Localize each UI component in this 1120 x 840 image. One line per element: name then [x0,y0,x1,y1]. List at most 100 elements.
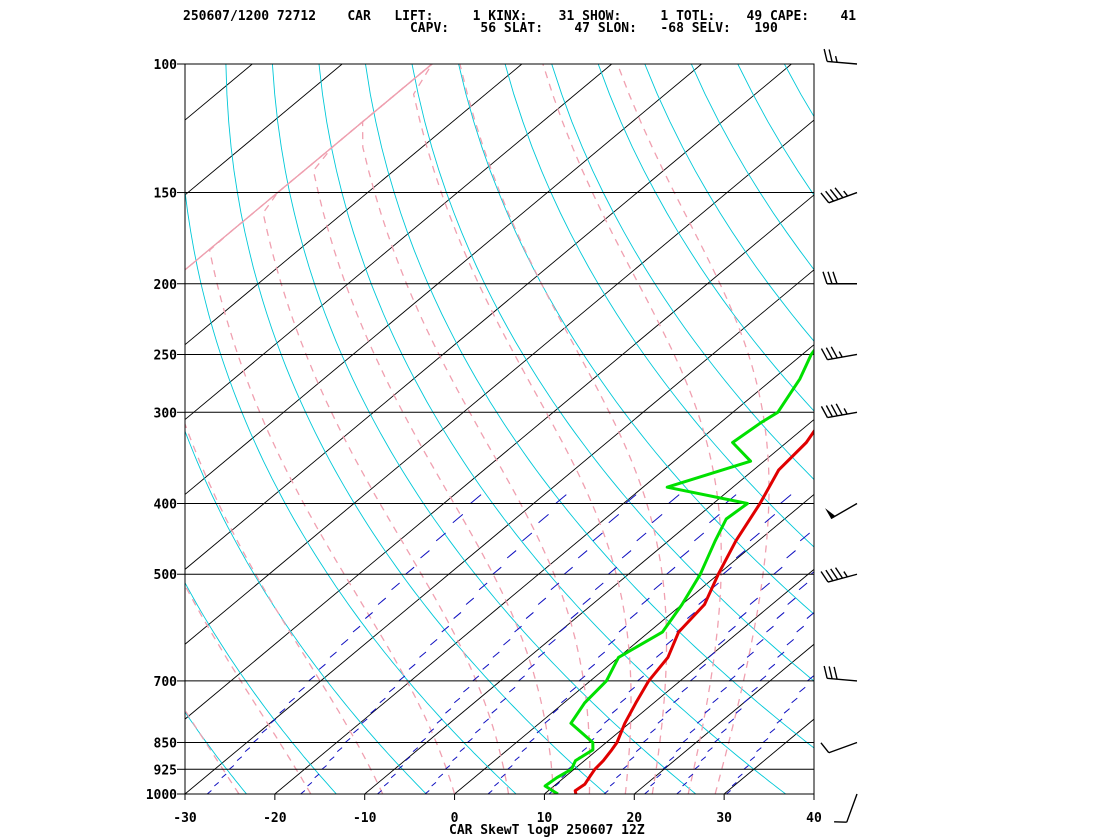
wind-barb-flag [832,271,838,284]
isotherm-line [723,718,814,794]
mixing-ratio-dash [843,626,850,632]
mixing-ratio-dash [618,625,627,633]
wind-barb-half-flag [838,351,843,358]
wind-barb-flag [825,347,833,360]
mixing-ratio-dash [353,728,359,734]
mixing-ratio-dash [329,651,337,658]
mixing-ratio-dash [637,675,644,682]
y-tick-label: 150 [154,187,178,202]
wind-barb [823,48,858,65]
moist-adiabat-line [312,64,555,794]
mixing-ratio-dash [390,773,396,779]
mixing-ratio-dash [768,663,776,670]
mixing-ratio-dash [398,675,406,682]
mixing-ratio-dash [478,582,488,591]
mixing-ratio-dash [522,532,533,542]
mixing-ratio-dash [720,686,727,693]
mixing-ratio-dash [625,494,637,504]
isotherm-line [813,793,814,794]
mixing-ratio-dash [694,532,705,542]
wind-barb-flag [827,271,833,284]
dry-adiabat-line [784,64,814,118]
dry-adiabat-line [0,64,67,794]
isotherm-line [0,64,73,794]
isotherm-line [185,194,814,720]
wind-barb-staff [828,741,858,754]
wind-barb [825,502,858,520]
mixing-ratio-dash [743,765,749,770]
mixing-ratio-dash [628,686,635,693]
mixing-ratio-dash [699,663,706,670]
moist-adiabat-line [616,64,770,794]
mixing-ratio-dash [459,747,466,753]
mixing-ratio-dash [675,747,682,753]
mixing-ratio-dash [548,638,556,646]
wind-barb-flag [825,569,834,582]
wind-barb [822,271,857,285]
mixing-ratio-dash [431,781,437,787]
x-tick-label: 10 [537,811,553,826]
mixing-ratio-dash [428,728,435,734]
x-tick-label: -10 [353,811,377,826]
mixing-ratio-dash [629,612,638,619]
mixing-ratio-dash [704,708,711,714]
mixing-ratio-dash [221,773,227,779]
mixing-ratio-dash [714,737,720,743]
mixing-ratio-dash [616,773,622,779]
mixing-ratio-dash [786,638,794,646]
mixing-ratio-dash [582,597,591,605]
moist-adiabat-line [208,64,456,794]
mixing-ratio-dash [776,612,785,619]
mixing-ratio-dash [453,697,461,704]
dry-adiabat-line [1064,64,1120,794]
mixing-ratio-dash [412,747,419,753]
mixing-ratio-dash [829,583,837,590]
mixing-ratio-dash [650,781,656,787]
y-tick-label: 250 [154,348,178,363]
mixing-ratio-dash [799,532,810,542]
mixing-ratio-dash [735,708,742,714]
mixing-ratio-dash [651,514,663,524]
mixing-ratio-dash [825,652,831,657]
mixing-ratio-dash [465,597,475,605]
mixing-ratio-dash [214,781,220,787]
isotherm-line [185,64,702,496]
mixing-ratio-dash [509,686,516,693]
sounding-header-line2: CAPV: 56 SLAT: 47 SLON: -68 SELV: 190 [183,21,778,36]
mixing-ratio-dash [707,747,713,753]
mixing-ratio-dash [588,663,596,670]
dry-adiabat-line [1110,64,1120,794]
mixing-ratio-dash [555,494,567,504]
wind-barb-flag [822,271,828,284]
mixing-ratio-dash [751,686,758,693]
mixing-ratio-dash [777,651,785,658]
mixing-ratio-dash [405,566,415,575]
mixing-ratio-dash [681,686,689,693]
mixing-ratio-dash [314,773,320,779]
mixing-ratio-dash [776,718,783,724]
mixing-ratio-dash [673,697,680,704]
plot-frame [184,63,815,795]
mixing-ratio-dash [786,550,796,559]
mixing-ratio-dash [609,781,615,787]
isobar-lines [185,63,814,795]
wind-barb [820,741,858,754]
mixing-ratio-dash [487,790,493,794]
mixing-ratio-dash [527,663,535,670]
mixing-ratio-dash [642,737,649,743]
mixing-ratio-dash [662,765,668,770]
mixing-ratio-dash [436,718,443,724]
mixing-ratio-dash [746,651,754,658]
mixing-ratio-dash [787,597,796,605]
mixing-ratio-dash [669,756,675,761]
mixing-ratio-dash [646,663,654,670]
mixing-ratio-dash [898,551,907,558]
mixing-ratio-dash [364,612,373,619]
dry-adiabat-line [185,711,247,794]
x-tick-label: -30 [173,811,197,826]
x-tick-label: -20 [263,811,287,826]
mixing-ratio-dash [718,638,726,646]
mixing-ratio-dash [397,765,404,770]
isotherm-line [364,419,814,794]
mixing-ratio-dash [837,533,846,541]
